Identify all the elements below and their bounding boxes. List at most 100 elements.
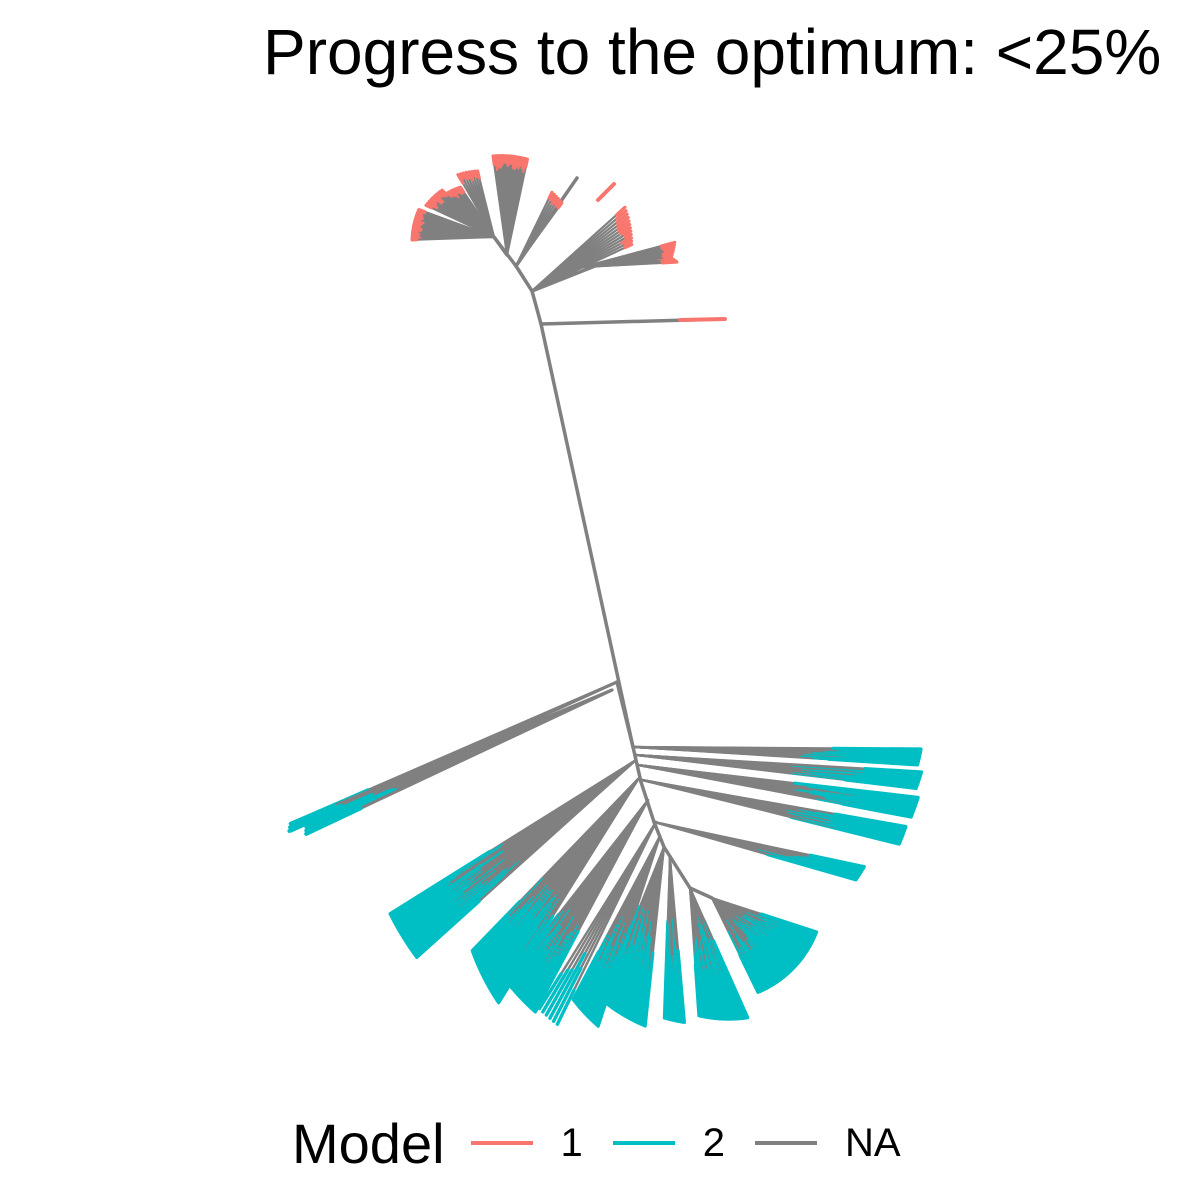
tree-branch — [514, 264, 534, 293]
tree-tip — [551, 966, 583, 1023]
legend-title: Model — [292, 1111, 445, 1175]
tree-tip — [555, 988, 576, 1026]
tree-branch — [478, 758, 638, 903]
tree-branch — [631, 745, 643, 784]
tree-tip — [643, 951, 655, 1028]
tree-tip — [470, 169, 476, 178]
tree-branch — [493, 163, 509, 257]
tree-tip — [414, 214, 424, 220]
tree-tip — [451, 188, 458, 195]
tree-tip — [431, 196, 443, 205]
tree-branch — [688, 886, 714, 900]
tree-tip — [429, 197, 437, 204]
tree-tip — [493, 154, 499, 171]
tree-tip — [288, 803, 344, 830]
legend-key-2: 2 — [612, 1120, 726, 1166]
tree-tip — [411, 229, 422, 233]
tree-tip — [623, 242, 634, 250]
tree-tip — [537, 972, 563, 1011]
tree-tip — [524, 157, 529, 169]
tree-branch — [576, 798, 650, 933]
tree-tip — [514, 155, 520, 168]
tree-tip — [467, 170, 474, 182]
tree-tip — [456, 173, 465, 185]
legend-label-1: 1 — [560, 1120, 583, 1165]
tree-tip — [457, 186, 464, 195]
tree-tip — [760, 912, 819, 934]
tree-tip — [619, 226, 632, 236]
tree-tip — [304, 806, 363, 836]
plot-title: Progress to the optimum: <25% — [263, 16, 1162, 88]
tree-tip — [434, 192, 442, 199]
tree-tip — [615, 209, 628, 221]
tree-tip — [427, 199, 438, 207]
tree-tip — [453, 187, 460, 195]
tree-tip — [475, 169, 481, 180]
tree-tip — [615, 205, 627, 217]
tree-tip — [411, 225, 421, 230]
tree-branch — [636, 763, 797, 785]
tree-tip — [553, 196, 560, 206]
tree-tip — [663, 255, 674, 260]
tree-branch — [651, 845, 666, 955]
tree-tip — [711, 939, 750, 1020]
legend-key-na: NA — [755, 1121, 901, 1166]
tree-tip — [464, 170, 471, 180]
tree-tip — [432, 194, 445, 204]
tree-tip — [449, 189, 459, 199]
tree-tip — [438, 189, 447, 198]
tree-tip — [446, 190, 454, 198]
tree-tip — [415, 211, 424, 216]
tree-branch — [662, 845, 692, 890]
tree-tip — [547, 190, 554, 200]
tree-tip — [436, 191, 444, 198]
tree-tip — [473, 169, 479, 179]
tree-tip — [415, 213, 424, 218]
tree-tip — [661, 250, 675, 256]
tree-branch — [430, 206, 496, 239]
tree-tip — [511, 154, 516, 170]
tree-tip — [544, 968, 574, 1017]
tree-tip — [413, 220, 425, 225]
tree-tip — [518, 156, 524, 167]
tree-tip — [618, 222, 632, 233]
tree-branch — [572, 820, 658, 992]
tree-tip — [521, 157, 528, 173]
tree-tip — [661, 253, 674, 258]
tree-tip — [660, 260, 679, 265]
tree-tip — [459, 172, 465, 180]
legend-label-na: NA — [845, 1120, 901, 1165]
tree-tip — [863, 767, 924, 774]
legend: Model 1 2 NA — [292, 1108, 931, 1178]
tree-branch — [415, 235, 496, 241]
legend-swatch-na — [755, 1141, 818, 1145]
tree-branch — [631, 745, 835, 750]
tree-tip — [440, 188, 450, 197]
tree-tip — [411, 227, 423, 232]
tree-branch — [581, 261, 664, 269]
tree-tip — [660, 240, 677, 248]
tree-tip — [548, 951, 587, 1020]
tree-tip — [512, 155, 518, 171]
legend-swatch-2 — [612, 1141, 675, 1145]
tree-tip — [616, 219, 631, 231]
tree-branch — [530, 289, 543, 326]
legend-label-2: 2 — [702, 1120, 726, 1165]
tree-tip — [499, 154, 504, 167]
tree-tip — [660, 243, 676, 250]
tree-branch — [668, 856, 680, 952]
tree-tip — [623, 239, 634, 246]
tree-tip — [554, 199, 562, 208]
tree-tip — [596, 182, 616, 202]
tree-tip — [495, 154, 500, 169]
tree-tip — [412, 223, 422, 228]
tree-tip — [831, 746, 923, 751]
tree-tip — [533, 929, 580, 1014]
tree-tip — [448, 189, 456, 198]
tree-branch — [652, 820, 666, 849]
tree-tip — [426, 201, 439, 210]
tree-branch — [370, 688, 614, 797]
tree-tip — [616, 216, 630, 228]
tree-tip — [412, 221, 423, 227]
tree-tip — [662, 245, 676, 252]
